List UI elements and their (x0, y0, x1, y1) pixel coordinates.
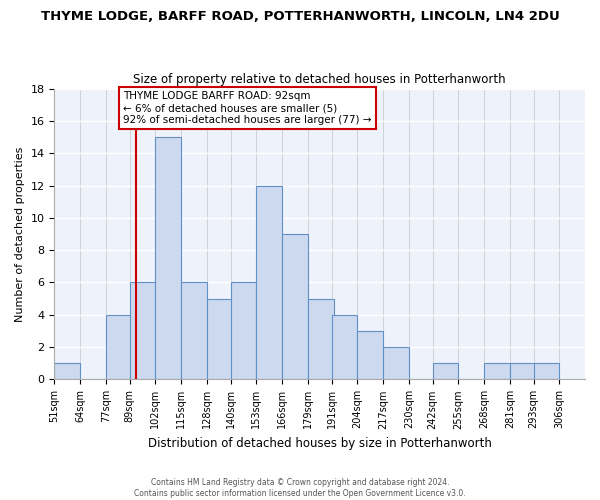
Bar (510, 364, 536, 380)
Title: Size of property relative to detached houses in Potterhanworth: Size of property relative to detached ho… (133, 73, 506, 86)
Bar (484, 364, 510, 380)
Text: Contains HM Land Registry data © Crown copyright and database right 2024.
Contai: Contains HM Land Registry data © Crown c… (134, 478, 466, 498)
Y-axis label: Number of detached properties: Number of detached properties (15, 146, 25, 322)
Bar (332, 315, 358, 380)
Bar (256, 186, 282, 380)
Text: THYME LODGE BARFF ROAD: 92sqm
← 6% of detached houses are smaller (5)
92% of sem: THYME LODGE BARFF ROAD: 92sqm ← 6% of de… (124, 92, 372, 124)
Bar (358, 331, 383, 380)
Text: THYME LODGE, BARFF ROAD, POTTERHANWORTH, LINCOLN, LN4 2DU: THYME LODGE, BARFF ROAD, POTTERHANWORTH,… (41, 10, 559, 23)
Bar (155, 137, 181, 380)
Bar (55, 364, 80, 380)
Bar (181, 282, 207, 380)
Bar (433, 364, 458, 380)
Bar (282, 234, 308, 380)
Bar (308, 298, 334, 380)
X-axis label: Distribution of detached houses by size in Potterhanworth: Distribution of detached houses by size … (148, 437, 491, 450)
Bar (207, 298, 233, 380)
Bar (533, 364, 559, 380)
Bar (383, 347, 409, 380)
Bar (230, 282, 256, 380)
Bar (106, 315, 131, 380)
Bar (130, 282, 155, 380)
